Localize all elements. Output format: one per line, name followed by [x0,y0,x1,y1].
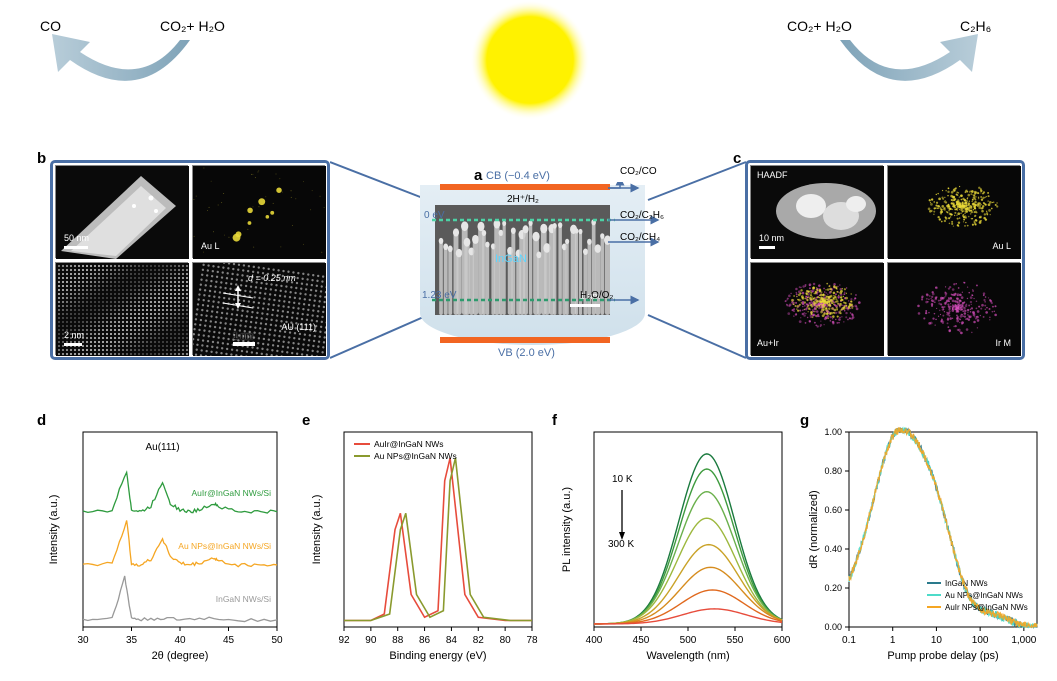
svg-text:100: 100 [972,635,989,646]
svg-text:400: 400 [586,635,603,646]
svg-text:Au NPs@InGaN NWs: Au NPs@InGaN NWs [374,451,457,461]
svg-text:Wavelength (nm): Wavelength (nm) [646,650,729,662]
rxn3-label: CO₂/C₂H₆ [620,210,664,221]
panel-c-bl-label: Au+Ir [757,338,779,348]
panel-b-tr-image: Au L [192,165,325,258]
svg-text:Intensity (a.u.): Intensity (a.u.) [48,495,60,565]
svg-text:10: 10 [931,635,943,646]
panel-a-arrows [608,182,738,342]
svg-text:AuIr NPs@InGaN NWs: AuIr NPs@InGaN NWs [945,603,1028,612]
panel-a-cb-label: CB (−0.4 eV) [486,170,550,182]
panel-c-br-image: Ir M [887,262,1020,355]
panel-b-bl-image: 2 nm [55,262,188,355]
svg-text:500: 500 [680,635,697,646]
svg-text:0.60: 0.60 [824,505,842,515]
svg-text:50: 50 [271,635,283,646]
chart-g: Pump probe delay (ps) dR (normalized) 0.1 1… [805,420,1045,665]
svg-text:86: 86 [419,635,431,646]
level-0ev-label: 0 eV [424,210,445,221]
panel-b-bl-scale: 2 nm [64,330,84,340]
rxn1-label: 2H⁺/H₂ [507,194,539,205]
svg-text:40: 40 [174,635,186,646]
panel-a-vb-label: VB (2.0 eV) [498,347,555,359]
svg-text:10 K: 10 K [612,474,633,485]
svg-text:35: 35 [126,635,138,646]
panel-b-br-scale: 1 nm [233,331,253,341]
svg-text:2θ (degree): 2θ (degree) [152,650,209,662]
svg-text:0.40: 0.40 [824,544,842,554]
svg-text:300 K: 300 K [608,539,634,550]
svg-text:dR (normalized): dR (normalized) [808,490,820,568]
svg-text:450: 450 [633,635,650,646]
svg-text:AuIr@InGaN NWs/Si: AuIr@InGaN NWs/Si [192,488,272,498]
panel-label-a: a [474,167,482,184]
level-123ev-label: 1.23 eV [422,290,456,301]
svg-text:0.00: 0.00 [824,622,842,632]
svg-text:0.1: 0.1 [842,635,856,646]
svg-text:Intensity (a.u.): Intensity (a.u.) [311,495,323,565]
right-cycle-arrow [810,30,1010,130]
panel-c-tl-scale: 10 nm [759,233,784,243]
svg-text:0.80: 0.80 [824,466,842,476]
panel-label-f: f [552,412,557,429]
svg-text:Au NPs@InGaN NWs/Si: Au NPs@InGaN NWs/Si [178,541,271,551]
cb-bar [440,184,610,190]
panel-b-tr-label: Au L [201,241,220,251]
sun-icon [430,0,630,120]
left-cycle-arrow [40,30,240,130]
panel-c-tl-image: HAADF 10 nm [750,165,883,258]
panel-b-tl-scale: 50 nm [64,233,89,243]
svg-text:550: 550 [727,635,744,646]
svg-text:Binding energy (eV): Binding energy (eV) [389,650,486,662]
svg-text:92: 92 [338,635,350,646]
chart-d: 2θ (degree) Intensity (a.u.) 30 35 40 45 50 AuI… [45,420,285,665]
panel-c-tl-label: HAADF [757,170,788,180]
rxn2-label: CO₂/CO [620,166,657,177]
svg-text:90: 90 [365,635,377,646]
rxn4-label: CO₂/CH₄ [620,232,660,243]
chart-e: Binding energy (eV) Intensity (a.u.) 92 90 8… [308,420,540,665]
panel-b-br-au-label: AU (111) [281,322,316,332]
svg-text:78: 78 [526,635,538,646]
rxn5-label: H₂O/O₂ [580,290,613,301]
svg-text:Au NPs@InGaN NWs: Au NPs@InGaN NWs [945,591,1023,600]
svg-text:0.20: 0.20 [824,583,842,593]
svg-text:84: 84 [446,635,458,646]
svg-text:AuIr@InGaN NWs: AuIr@InGaN NWs [374,439,444,449]
svg-text:88: 88 [392,635,404,646]
svg-text:1,000: 1,000 [1011,635,1036,646]
svg-text:30: 30 [77,635,89,646]
panel-c-br-label: Ir M [996,338,1012,348]
panel-c-bl-image: Au+Ir [750,262,883,355]
svg-text:1: 1 [890,635,896,646]
svg-text:Au(111): Au(111) [145,442,179,453]
svg-text:1.00: 1.00 [824,427,842,437]
panel-label-b: b [37,150,46,167]
svg-text:Pump probe delay (ps): Pump probe delay (ps) [887,650,998,662]
panel-c-tr-label: Au L [992,241,1011,251]
svg-text:82: 82 [473,635,485,646]
panel-c-tr-image: Au L [887,165,1020,258]
svg-text:InGaN NWs/Si: InGaN NWs/Si [216,594,271,604]
panel-b-tl-image: 50 nm [55,165,188,258]
panel-b-br-dspacing: d = 0.25 nm [248,273,296,283]
svg-text:600: 600 [774,635,790,646]
svg-text:45: 45 [223,635,235,646]
panel-b-br-image: d = 0.25 nm AU (111) 1 nm [192,262,325,355]
chart-f: Wavelength (nm) PL intensity (a.u.) 400 450… [558,420,790,665]
svg-text:PL intensity (a.u.): PL intensity (a.u.) [561,487,573,572]
svg-text:80: 80 [500,635,512,646]
